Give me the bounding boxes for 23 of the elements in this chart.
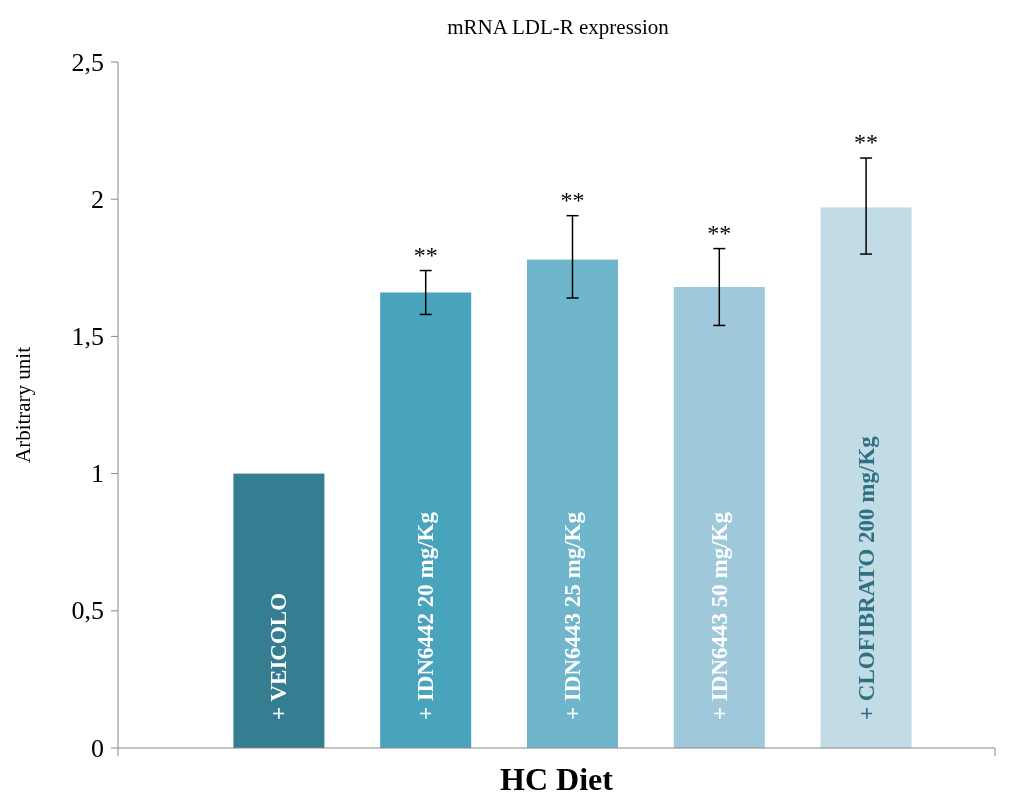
annotation: ** <box>413 241 438 268</box>
x-tick-label: + IDN6443 50 mg/Kg <box>706 511 732 720</box>
chart-title: mRNA LDL-R expression <box>447 15 670 39</box>
bar <box>673 287 765 748</box>
x-tick-label: + VEICOLO <box>266 592 292 720</box>
bar <box>526 259 619 748</box>
y-tick-label: 2 <box>91 184 104 214</box>
x-axis-title: HC Diet <box>500 761 614 797</box>
annotation: ** <box>854 129 879 156</box>
y-tick-label: 0 <box>91 733 104 763</box>
y-tick-label: 0,5 <box>71 596 104 626</box>
x-tick-label: + CLOFIBRATO 200 mg/Kg <box>853 435 879 720</box>
y-tick-label: 1,5 <box>71 321 104 351</box>
x-tick-label: + IDN6443 25 mg/Kg <box>560 511 585 720</box>
bar <box>820 207 912 748</box>
x-tick-label: + IDN6442 20 mg/Kg <box>413 511 439 720</box>
annotation: ** <box>707 219 732 246</box>
bar <box>380 292 472 748</box>
y-axis-title: Arbitrary unit <box>11 346 35 464</box>
bar <box>233 473 325 748</box>
y-tick-label: 1 <box>91 459 104 489</box>
y-tick-label: 2,5 <box>71 47 104 77</box>
annotation: ** <box>560 186 585 213</box>
